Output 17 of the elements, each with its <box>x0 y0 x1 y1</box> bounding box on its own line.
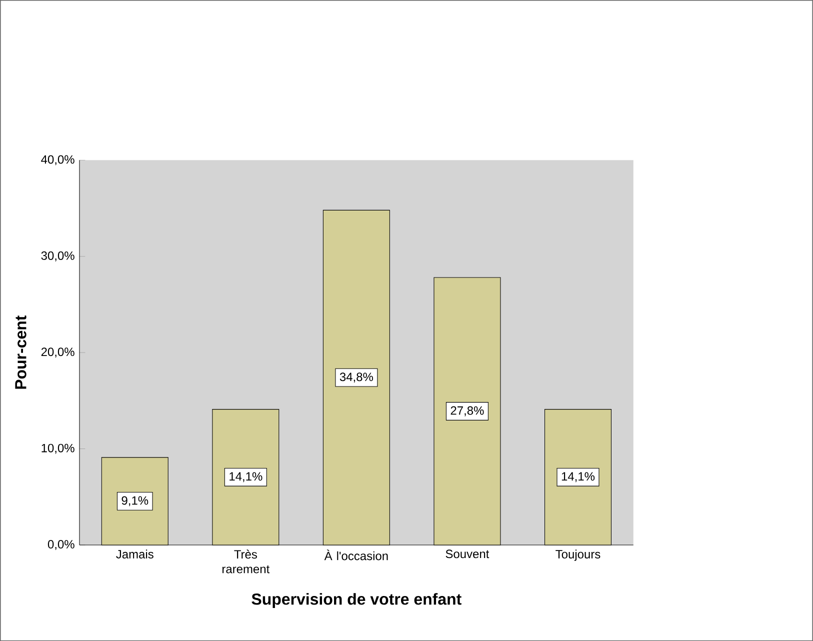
y-axis-title: Pour-cent <box>15 315 26 389</box>
y-tick-label: 30,0% <box>41 251 74 262</box>
data-label: 34,8% <box>340 372 373 382</box>
x-tick-label: Très rarement <box>222 550 270 574</box>
x-tick-label: Jamais <box>116 550 154 558</box>
y-tick-label: 40,0% <box>41 155 74 166</box>
y-tick-label: 10,0% <box>42 444 74 454</box>
y-tick-label: 0,0% <box>48 540 74 550</box>
x-tick-label: À l'occasion <box>324 550 388 560</box>
x-tick-label: Toujours <box>556 550 600 561</box>
x-axis-title: Supervision de votre enfant <box>252 592 462 608</box>
data-label: 14,1% <box>230 472 262 482</box>
y-tick-label: 20,0% <box>41 348 74 358</box>
x-tick-label: Souvent <box>446 550 490 558</box>
data-label: 27,8% <box>450 406 484 416</box>
data-label: 9,1% <box>122 496 148 506</box>
data-label: 14,1% <box>562 472 595 482</box>
